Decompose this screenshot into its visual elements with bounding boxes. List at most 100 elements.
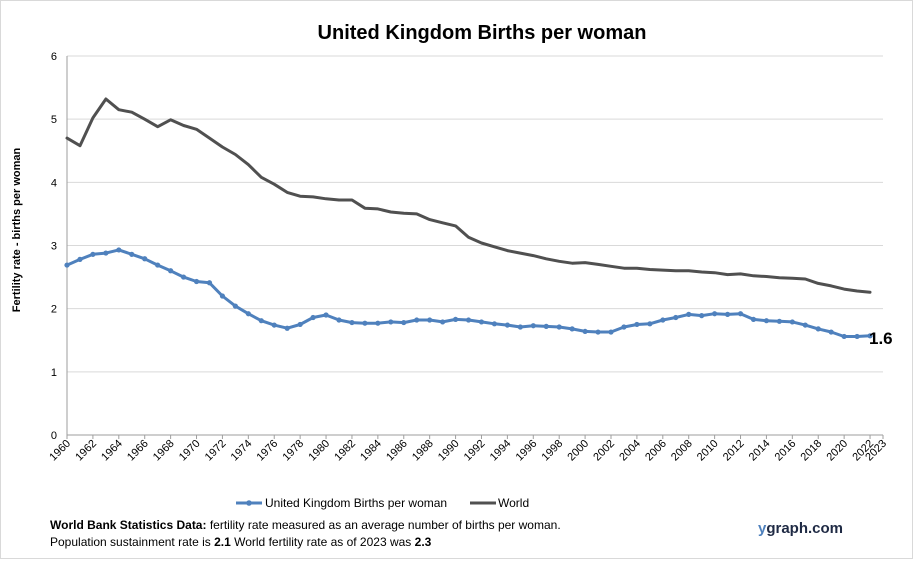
series-line-uk bbox=[65, 248, 872, 338]
ygraph-logo[interactable]: ygraph.com bbox=[758, 520, 843, 537]
legend-label-uk: United Kingdom Births per woman bbox=[265, 496, 447, 510]
data-point-uk bbox=[815, 326, 821, 332]
x-tick-label: 1968 bbox=[151, 438, 177, 464]
y-axis-title: Fertility rate - births per woman bbox=[11, 148, 23, 313]
x-tick-label: 1966 bbox=[125, 438, 151, 464]
gridlines bbox=[67, 55, 883, 373]
data-point-uk bbox=[414, 317, 420, 323]
x-tick-label: 1990 bbox=[436, 438, 462, 464]
data-point-uk bbox=[556, 324, 562, 330]
data-point-uk bbox=[867, 333, 873, 339]
x-tick-label: 2012 bbox=[721, 438, 747, 464]
data-point-uk bbox=[401, 319, 407, 326]
x-tick-label: 1964 bbox=[99, 438, 125, 464]
data-point-uk bbox=[168, 268, 174, 274]
x-tick-label: 1998 bbox=[540, 438, 566, 464]
data-point-uk bbox=[699, 313, 705, 319]
legend-marker-uk bbox=[246, 500, 252, 506]
data-point-uk bbox=[621, 324, 627, 330]
data-point-uk bbox=[776, 318, 782, 324]
data-point-uk bbox=[478, 319, 485, 325]
data-point-uk bbox=[440, 319, 446, 325]
data-point-uk bbox=[129, 251, 135, 257]
y-tick-label: 1 bbox=[51, 367, 57, 379]
x-tick-label: 1986 bbox=[384, 438, 410, 464]
data-point-uk bbox=[569, 326, 575, 332]
data-point-uk bbox=[634, 321, 640, 328]
x-tick-label: 1974 bbox=[229, 438, 255, 464]
y-tick-label: 0 bbox=[51, 430, 57, 442]
x-tick-label: 1994 bbox=[488, 438, 514, 464]
x-tick-label: 1962 bbox=[73, 438, 99, 464]
footnote-world-text: World fertility rate as of 2023 was bbox=[230, 535, 415, 549]
x-tick-label: 2018 bbox=[799, 438, 825, 464]
data-point-uk bbox=[193, 278, 200, 285]
data-point-uk bbox=[504, 322, 510, 328]
footnote-sustainment-value: 2.1 bbox=[214, 535, 231, 549]
data-point-uk bbox=[116, 247, 122, 253]
y-tick-label: 5 bbox=[51, 114, 57, 126]
x-tick-label: 1970 bbox=[177, 438, 203, 464]
legend: United Kingdom Births per woman World bbox=[236, 496, 529, 510]
footnote-line-1: World Bank Statistics Data: fertility ra… bbox=[50, 518, 561, 532]
data-point-uk bbox=[789, 319, 795, 325]
ygraph-logo-rest: graph.com bbox=[766, 520, 844, 537]
series-line-world bbox=[65, 97, 872, 294]
x-tick-label: 2006 bbox=[643, 438, 669, 464]
footnote-world-value: 2.3 bbox=[414, 535, 432, 549]
x-tick-label: 1980 bbox=[306, 438, 332, 464]
chart-title: United Kingdom Births per woman bbox=[318, 22, 647, 44]
data-point-uk bbox=[802, 322, 808, 328]
x-tick-label: 2016 bbox=[773, 438, 799, 464]
data-point-uk bbox=[465, 317, 472, 323]
data-point-uk bbox=[323, 312, 329, 318]
data-point-uk bbox=[155, 262, 161, 268]
y-tick-label: 4 bbox=[51, 177, 57, 189]
footnote-description: fertility rate measured as an average nu… bbox=[206, 518, 561, 532]
x-tick-label: 1992 bbox=[462, 438, 488, 464]
data-point-uk bbox=[686, 311, 692, 317]
x-tick-label: 2014 bbox=[747, 438, 773, 464]
data-point-uk bbox=[647, 321, 653, 327]
data-point-uk bbox=[375, 320, 381, 326]
data-point-uk bbox=[724, 311, 731, 317]
x-tick-label: 2004 bbox=[617, 438, 643, 464]
y-tick-label: 6 bbox=[51, 51, 57, 63]
data-point-uk bbox=[349, 319, 355, 326]
data-point-uk bbox=[841, 333, 847, 340]
data-point-uk bbox=[258, 318, 264, 324]
data-point-uk bbox=[543, 323, 549, 329]
data-point-uk bbox=[712, 311, 718, 317]
data-point-uk bbox=[427, 317, 433, 323]
data-point-uk bbox=[595, 329, 601, 335]
data-point-uk bbox=[180, 274, 187, 280]
x-tick-label: 1978 bbox=[280, 438, 306, 464]
data-point-uk bbox=[103, 250, 109, 256]
data-point-uk bbox=[673, 314, 679, 321]
series-lines bbox=[64, 97, 873, 340]
data-point-uk bbox=[77, 256, 83, 262]
ygraph-logo-y: y bbox=[758, 520, 767, 537]
legend-label-world: World bbox=[498, 496, 529, 510]
x-tick-label: 2000 bbox=[565, 438, 591, 464]
x-tick-label: 1988 bbox=[410, 438, 436, 464]
x-tick-label: 2008 bbox=[669, 438, 695, 464]
y-tick-label: 3 bbox=[51, 241, 57, 253]
data-point-uk bbox=[362, 320, 368, 326]
x-tick-label: 2020 bbox=[824, 438, 850, 464]
uk-end-value-label: 1.6 bbox=[869, 329, 893, 348]
x-tick-label: 1984 bbox=[358, 438, 384, 464]
data-point-uk bbox=[142, 256, 148, 262]
x-tick-label: 1996 bbox=[514, 438, 540, 464]
data-point-uk bbox=[206, 280, 213, 286]
data-point-uk bbox=[310, 314, 316, 321]
x-tick-label: 2010 bbox=[695, 438, 721, 464]
data-point-uk bbox=[660, 317, 666, 323]
data-point-uk bbox=[750, 316, 757, 323]
data-point-uk bbox=[336, 317, 342, 323]
data-point-uk bbox=[737, 311, 744, 317]
data-point-uk bbox=[491, 321, 498, 327]
